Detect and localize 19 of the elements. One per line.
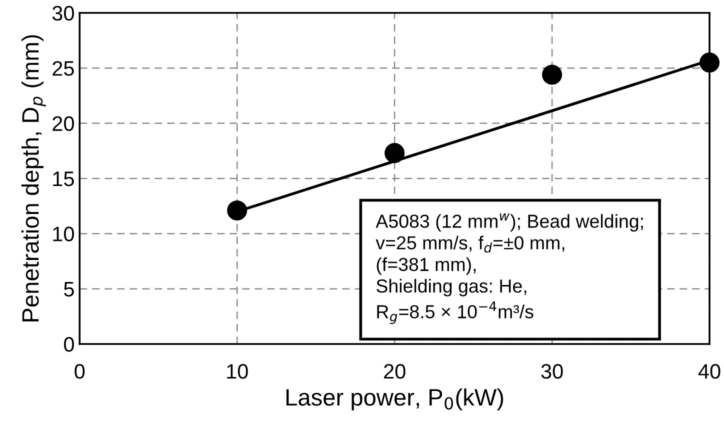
point — [542, 64, 562, 85]
point — [384, 143, 405, 164]
x-tick-label: 0 — [74, 364, 85, 379]
point — [227, 200, 248, 220]
text: A5083 (12 mm$^{w}$); Bead welding; v=25 mm/s, f$_{d}$=±0 mm, (f=381 mm), Shielding gas: He, R$_{g}$=8.5 × 10$^{−4}$m³/s — [376, 213, 643, 324]
point — [700, 52, 720, 73]
x-tick-label: 10 — [227, 364, 248, 379]
y-tick-label: 30 — [52, 6, 74, 21]
y-tick-label: 0 — [64, 337, 74, 352]
y-tick-label: 10 — [53, 226, 74, 242]
y-tick-label: 15 — [53, 172, 74, 186]
x-tick-label: 40 — [698, 364, 720, 379]
x-axis-title: Laser power, P$_{0}$(kW) — [286, 388, 504, 410]
y-axis-title: Penetration depth, D$_{p}$ (mm) — [21, 35, 46, 322]
x-tick-label: 20 — [384, 364, 406, 379]
x-tick-label: 30 — [541, 364, 563, 379]
y-tick-label: 5 — [64, 282, 74, 297]
y-tick-label: 20 — [52, 116, 74, 132]
y-tick-label: 25 — [52, 61, 74, 76]
